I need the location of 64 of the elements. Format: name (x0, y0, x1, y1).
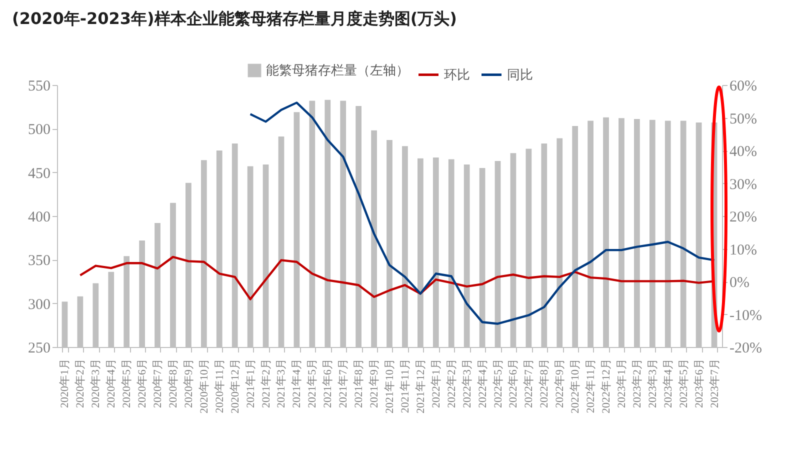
y-tick-label: 350 (28, 253, 50, 270)
x-tick-label: 2022年12月 (600, 358, 613, 414)
x-tick-label: 2021年10月 (384, 358, 396, 414)
x-tick-label: 2020年3月 (90, 358, 102, 408)
y2-tick-label: 40% (730, 144, 757, 160)
x-tick-label: 2022年11月 (585, 358, 598, 414)
x-tick-label: 2020年11月 (214, 358, 226, 414)
x-tick-label: 2021年6月 (322, 358, 334, 408)
x-tick-label: 2021年4月 (291, 358, 304, 408)
x-tick-label: 2020年4月 (106, 358, 118, 408)
y2-tick-label: 10% (730, 242, 757, 258)
line-series (249, 102, 716, 325)
x-tick-label: 2022年10月 (570, 358, 582, 414)
x-tick-label: 2021年2月 (260, 358, 272, 408)
x-tick-label: 2021年11月 (399, 358, 412, 414)
y2-tick-label: 30% (730, 176, 757, 193)
x-tick-label: 2020年10月 (198, 358, 210, 414)
x-tick-label: 2023年3月 (646, 358, 659, 408)
x-tick-label: 2020年12月 (229, 358, 242, 414)
legend-label: 能繁母猪存栏量（左轴） (266, 62, 409, 78)
x-tick-label: 2020年6月 (136, 358, 149, 408)
x-tick-label: 2023年5月 (678, 358, 690, 408)
x-tick-label: 2021年1月 (244, 358, 257, 408)
y2-tick-label: -20% (730, 340, 762, 356)
legend-label: 环比 (444, 66, 470, 82)
x-tick-label: 2021年12月 (414, 358, 427, 414)
x-tick-label: 2022年5月 (492, 358, 504, 408)
x-tick-label: 2021年3月 (276, 358, 288, 408)
y-tick-label: 250 (28, 340, 50, 356)
x-tick-label: 2020年7月 (152, 358, 164, 408)
x-tick-label: 2021年5月 (306, 358, 319, 408)
x-tick-label: 2023年7月 (708, 358, 721, 408)
x-tick-label: 2022年7月 (523, 358, 536, 408)
y-tick-label: 550 (28, 78, 50, 94)
x-tick-label: 2022年9月 (554, 358, 566, 408)
legend-label: 同比 (507, 66, 533, 82)
y2-tick-label: 60% (730, 78, 757, 94)
y-tick-label: 500 (28, 122, 50, 138)
x-tick-label: 2020年9月 (182, 358, 195, 408)
x-tick-label: 2020年8月 (167, 358, 180, 408)
y2-tick-label: 50% (730, 111, 757, 128)
x-tick-label: 2023年1月 (616, 358, 628, 408)
x-tick-label: 2020年2月 (74, 358, 87, 408)
chart-title: (2020年-2023年)样本企业能繁母猪存栏量月度走势图(万头) (12, 9, 457, 28)
x-tick-label: 2022年3月 (461, 358, 474, 408)
y-tick-label: 400 (28, 210, 50, 226)
y2-tick-label: 20% (730, 210, 757, 226)
x-tick-label: 2022年6月 (508, 358, 520, 408)
x-tick-label: 2021年7月 (338, 358, 350, 408)
x-tick-label: 2023年6月 (693, 358, 706, 408)
x-tick-label: 2021年9月 (368, 358, 381, 408)
x-tick-label: 2020年5月 (121, 358, 134, 408)
y-tick-label: 450 (28, 166, 50, 182)
x-tick-label: 2022年2月 (446, 358, 458, 408)
x-tick-label: 2022年4月 (476, 358, 489, 408)
x-tick-label: 2020年1月 (59, 358, 72, 408)
y2-tick-label: -10% (730, 308, 762, 324)
x-tick-label: 2021年8月 (353, 358, 366, 408)
x-tick-label: 2023年4月 (662, 358, 674, 408)
x-tick-label: 2023年2月 (631, 358, 644, 408)
x-tick-label: 2022年1月 (430, 358, 442, 408)
y2-tick-label: 0% (730, 275, 750, 291)
x-tick-label: 2022年8月 (538, 358, 551, 408)
y-tick-label: 300 (28, 296, 50, 313)
